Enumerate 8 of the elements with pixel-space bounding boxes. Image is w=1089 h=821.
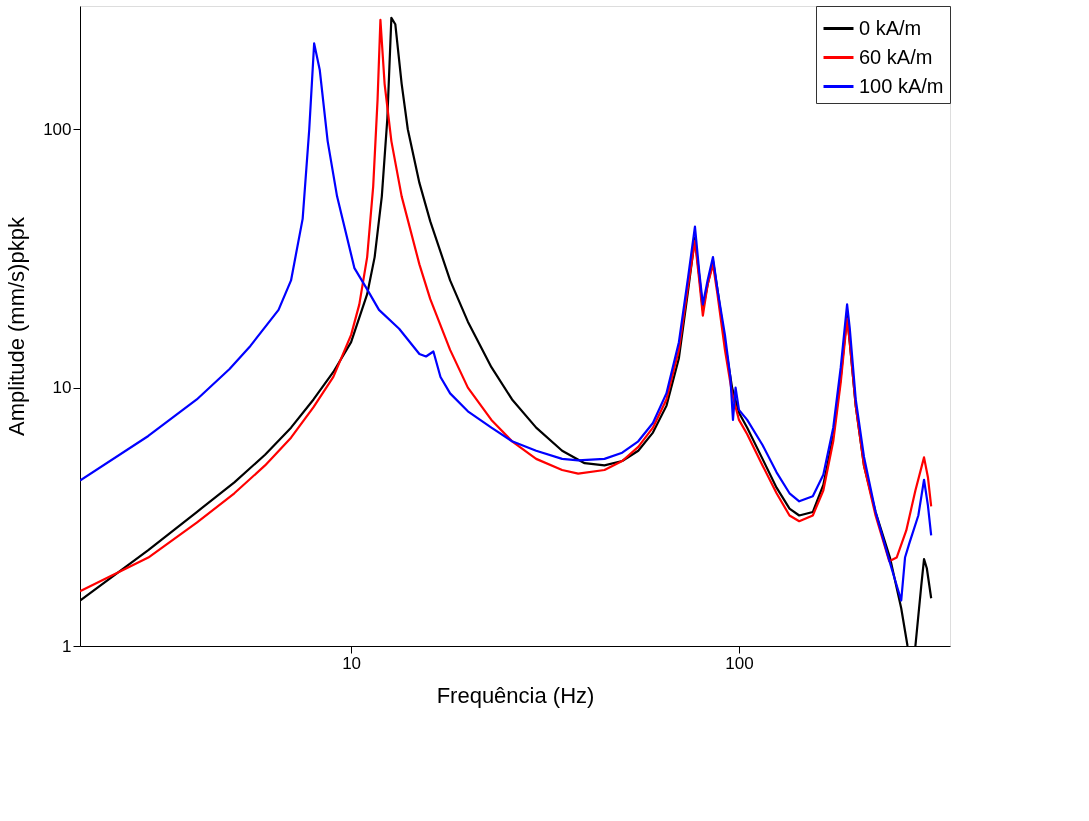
legend-label: 60 kA/m [859, 45, 933, 68]
y-tick-label: 100 [43, 119, 72, 139]
y-tick-label: 10 [52, 378, 72, 398]
legend-label: 100 kA/m [859, 74, 944, 97]
x-axis-title: Frequência (Hz) [436, 682, 595, 708]
y-tick-label: 1 [62, 636, 72, 656]
legend-label: 0 kA/m [859, 16, 922, 39]
y-axis-title: Amplitude (mm/s)pkpk [4, 216, 30, 436]
